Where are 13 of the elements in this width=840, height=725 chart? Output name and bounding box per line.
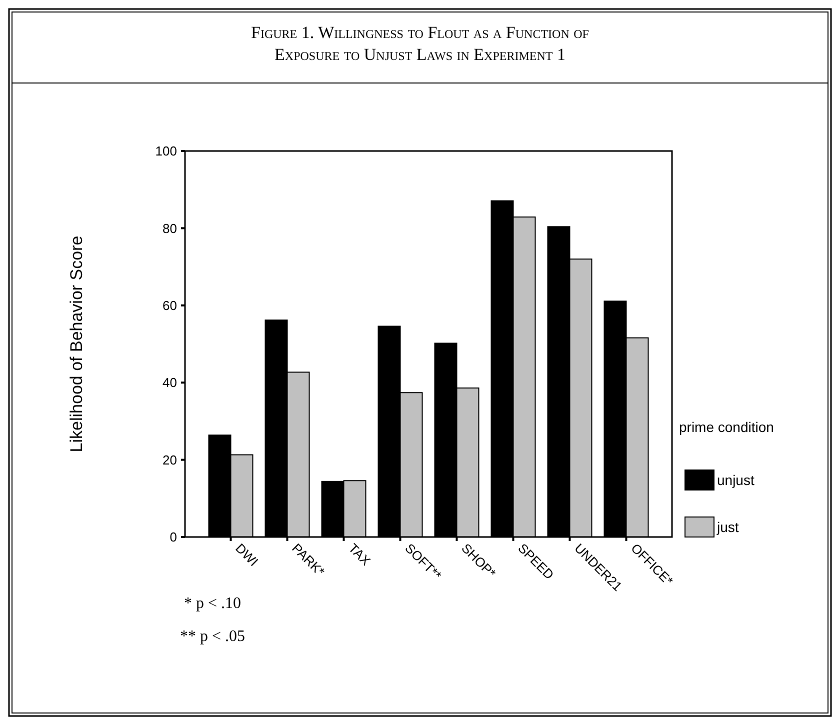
legend-title: prime condition xyxy=(679,419,774,435)
text: * p < .10 xyxy=(184,595,242,612)
y-tick-label: 40 xyxy=(162,375,177,390)
text: ** p < .05 xyxy=(180,628,246,645)
y-tick-label: 0 xyxy=(170,530,177,545)
legend-label: unjust xyxy=(717,472,754,488)
y-tick-label: 60 xyxy=(162,298,177,313)
y-tick-label: 80 xyxy=(162,220,177,236)
y-tick-label: 100 xyxy=(155,144,177,159)
y-tick-label: 20 xyxy=(162,452,177,468)
legend-label: just xyxy=(716,518,739,535)
chart-title: Figure 1. Willingness to Flout as a Function of Exposure to Unjust Laws in Experiment 1 xyxy=(251,23,590,64)
y-axis-title: Likelihood of Behavior Score xyxy=(67,236,86,452)
